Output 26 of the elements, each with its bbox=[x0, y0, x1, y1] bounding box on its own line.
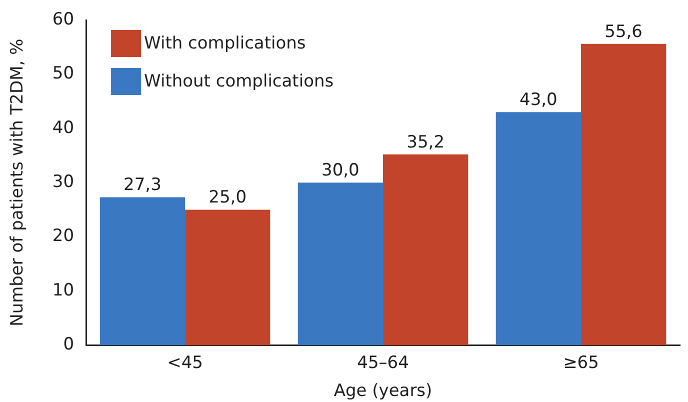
y-tick-label: 30 bbox=[52, 172, 74, 192]
x-tick-label: 45–64 bbox=[357, 352, 409, 373]
bar bbox=[298, 182, 384, 346]
data-label: 35,2 bbox=[406, 132, 445, 152]
bar bbox=[496, 112, 582, 346]
x-tick-label: ≥65 bbox=[563, 352, 599, 373]
y-axis-title: Number of patients with T2DM, % bbox=[8, 38, 28, 326]
data-label: 55,6 bbox=[604, 22, 643, 42]
data-label: 43,0 bbox=[520, 90, 558, 110]
y-tick-label: 50 bbox=[52, 64, 74, 84]
x-axis-title: Age (years) bbox=[334, 381, 432, 402]
x-tick-label: <45 bbox=[167, 352, 203, 373]
bar bbox=[100, 197, 186, 346]
y-tick-label: 40 bbox=[52, 118, 74, 138]
legend-label: Without complications bbox=[144, 71, 334, 92]
bar bbox=[383, 154, 468, 346]
bar bbox=[185, 210, 270, 346]
data-label: 25,0 bbox=[208, 188, 247, 208]
y-tick-label: 0 bbox=[63, 334, 74, 355]
data-label: 27,3 bbox=[124, 175, 162, 196]
legend-label: With complications bbox=[144, 33, 306, 54]
y-tick-label: 60 bbox=[52, 9, 74, 30]
y-tick-label: 20 bbox=[52, 226, 74, 246]
data-label: 30,0 bbox=[322, 160, 360, 181]
y-tick-label: 10 bbox=[52, 280, 74, 300]
bar bbox=[581, 44, 666, 346]
